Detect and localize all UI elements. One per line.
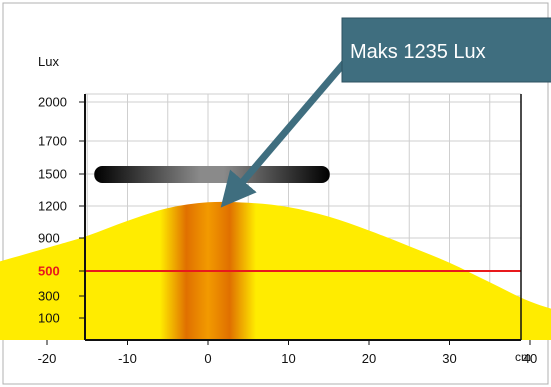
y-tick-label: 300 [38, 289, 60, 304]
y-tick-label: 500 [38, 264, 60, 279]
x-tick-label: -10 [118, 351, 137, 366]
x-tick-label: 20 [362, 351, 376, 366]
y-axis-label: Lux [38, 54, 59, 69]
y-tick-label: 100 [38, 311, 60, 326]
callout-box [341, 17, 551, 83]
y-tick-label: 2000 [38, 95, 67, 110]
x-axis-unit: cm [515, 350, 531, 364]
callout-arrow [220, 59, 348, 208]
x-tick-label: 0 [204, 351, 211, 366]
y-tick-label: 1500 [38, 167, 67, 182]
light-fixture [94, 166, 330, 183]
y-tick-label: 1700 [38, 134, 67, 149]
x-tick-label: 30 [442, 351, 456, 366]
x-tick-label: -20 [38, 351, 57, 366]
y-tick-label: 1200 [38, 199, 67, 214]
callout-text: Maks 1235 Lux [350, 41, 486, 63]
y-tick-label: 900 [38, 231, 60, 246]
x-tick-label: 40 [523, 351, 537, 366]
x-tick-label: 10 [281, 351, 295, 366]
